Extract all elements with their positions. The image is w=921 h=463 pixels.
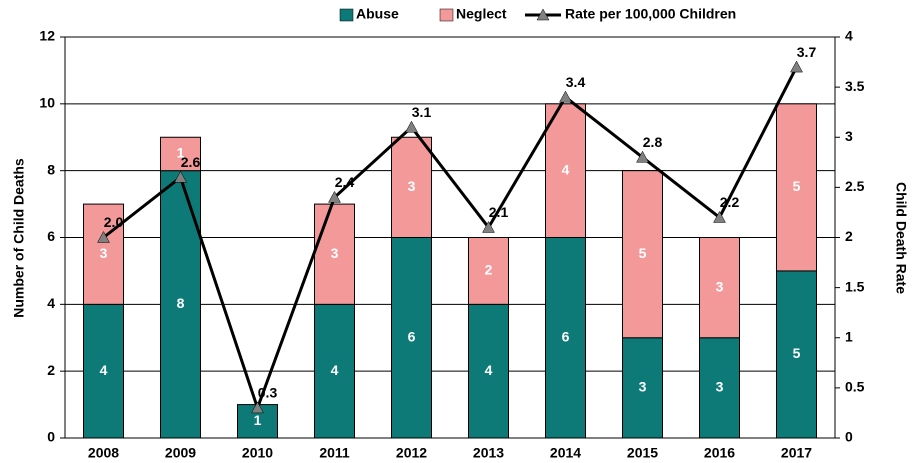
line-marker [559,90,572,103]
data-label: 4 [331,362,339,378]
y-tick-label: 12 [39,28,55,44]
data-label: 6 [408,328,416,344]
data-label: 4 [100,362,108,378]
rate-line [102,66,798,413]
x-tick-label: 2016 [704,445,735,461]
bar-segment [83,203,124,305]
bar-segment [545,237,586,439]
data-label: 2.0 [104,214,124,230]
x-tick-label: 2014 [550,445,581,461]
y2-tick-label: 2 [845,228,853,244]
data-label: 3 [408,178,416,194]
y2-tick-label: 3.5 [845,78,865,94]
bar-segment [391,136,432,238]
y-tick-label: 0 [47,429,55,445]
line-marker [97,230,110,243]
line-marker [405,120,418,133]
data-label: 5 [793,178,801,194]
data-label: 6 [562,328,570,344]
legend-marker [536,8,550,21]
bar-segment [314,203,355,305]
y2-tick-label: 0.5 [845,379,865,395]
data-label: 8 [177,295,185,311]
data-label: 2.2 [720,194,740,210]
legend-label: Neglect [456,6,507,22]
y-tick-label: 8 [47,161,55,177]
y2-tick-label: 4 [845,28,853,44]
y-tick-label: 2 [47,362,55,378]
data-label: 3 [716,379,724,395]
data-label: 2.8 [643,134,663,150]
line-marker [636,150,649,163]
data-label: 3.7 [797,44,817,60]
data-label: 2.1 [489,204,509,220]
x-tick-label: 2011 [319,445,350,461]
y2-tick-label: 2.5 [845,178,865,194]
x-tick-label: 2015 [627,445,658,461]
bar-segment [468,237,509,305]
y2-tick-label: 1.5 [845,278,865,294]
y-tick-label: 6 [47,228,55,244]
x-tick-label: 2010 [242,445,273,461]
y-axis-title: Number of Child Deaths [11,158,27,318]
x-tick-label: 2008 [88,445,119,461]
bar-segment [776,270,817,439]
x-tick-label: 2009 [165,445,196,461]
legend-label: Abuse [356,6,399,22]
legend-swatch [439,8,454,22]
data-label: 3.4 [566,74,586,90]
data-label: 2 [485,262,493,278]
data-label: 3.1 [412,104,432,120]
data-label: 0.3 [258,385,278,401]
bar-segment [83,303,124,439]
bar-segment [160,136,201,172]
bar-segment [776,103,817,272]
bar-segment [699,237,740,339]
bar-segment [622,170,663,339]
data-label: 3 [331,245,339,261]
y2-tick-label: 0 [845,429,853,445]
data-label: 3 [100,245,108,261]
data-label: 3 [639,379,647,395]
y2-tick-label: 3 [845,128,853,144]
legend-swatch [339,8,354,22]
line-marker [482,220,495,233]
y-tick-label: 10 [39,95,55,111]
bar-segment [468,303,509,439]
line-marker [251,401,264,414]
data-label: 4 [562,161,570,177]
data-label: 2.6 [181,154,201,170]
data-label: 1 [254,412,262,428]
data-label: 5 [793,345,801,361]
x-tick-label: 2017 [781,445,812,461]
data-label: 4 [485,362,493,378]
legend-label: Rate per 100,000 Children [565,6,736,22]
line-marker [328,190,341,203]
bar-segment [699,337,740,439]
data-label: 2.4 [335,174,355,190]
x-tick-label: 2013 [473,445,504,461]
x-tick-label: 2012 [396,445,427,461]
y2-tick-label: 1 [845,328,853,344]
data-label: 1 [177,145,185,161]
line-marker [174,170,187,183]
bar-segment [314,303,355,439]
bar-segment [545,103,586,239]
bar-segment [391,237,432,439]
y2-axis-title: Child Death Rate [893,182,909,294]
data-label: 5 [639,245,647,261]
line-marker [790,60,803,73]
data-label: 3 [716,278,724,294]
y-tick-label: 4 [47,295,55,311]
line-marker [713,210,726,223]
